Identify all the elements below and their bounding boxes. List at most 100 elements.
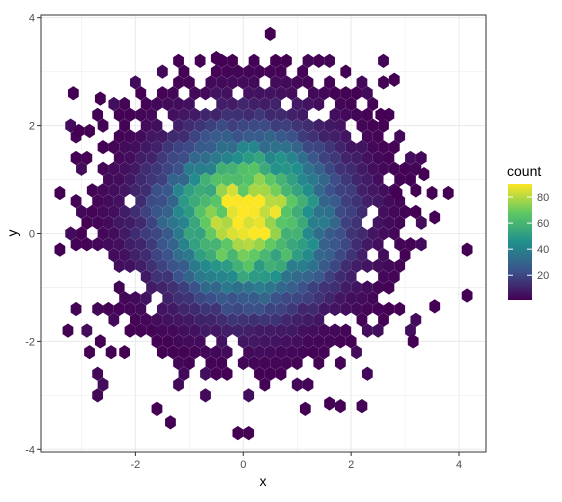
hex-bin	[146, 237, 157, 252]
hex-bin	[313, 204, 325, 220]
hex-bin	[173, 226, 184, 241]
hex-bin	[103, 194, 114, 209]
hex-bin	[302, 312, 314, 327]
hex-bin	[167, 345, 179, 360]
hex-bin	[340, 129, 352, 144]
hex-bin	[221, 64, 233, 79]
hex-bin	[167, 258, 179, 273]
hex-bin	[108, 140, 120, 155]
hex-bin	[291, 312, 303, 327]
y-tick-label: 2	[29, 121, 35, 133]
hex-bin	[151, 334, 163, 349]
hex-bin	[227, 312, 238, 327]
hex-bin	[124, 107, 136, 122]
hex-bin	[146, 280, 157, 295]
hex-bin	[146, 194, 157, 209]
hex-bin	[372, 258, 384, 273]
hex-bin	[297, 172, 308, 187]
legend-title: count	[507, 163, 541, 179]
hex-bin	[156, 215, 168, 230]
hex-bin	[189, 323, 201, 338]
hex-bin-outlier	[429, 210, 441, 225]
hex-bin-outlier	[62, 323, 74, 338]
hex-bin	[297, 64, 308, 79]
hex-bin	[254, 366, 265, 381]
hex-bin	[103, 215, 114, 230]
hex-bin	[194, 118, 206, 133]
hex-bin	[318, 258, 330, 273]
hex-bin	[281, 53, 292, 68]
hex-bin	[173, 355, 184, 371]
hex-bin	[130, 183, 141, 198]
hex-bin	[264, 64, 276, 79]
hex-bin	[232, 172, 244, 187]
hex-bin	[86, 204, 98, 220]
hex-bin	[286, 172, 298, 187]
hex-bin	[140, 291, 152, 306]
hex-bin	[264, 323, 276, 338]
hex-bin	[254, 64, 265, 79]
hex-bin	[324, 291, 335, 306]
hex-bin	[189, 86, 201, 101]
hex-bin	[216, 291, 228, 306]
hex-bin	[119, 247, 130, 263]
hex-bin	[162, 161, 174, 176]
hex-bin	[237, 204, 249, 220]
hex-bin	[183, 355, 195, 371]
hex-bin	[183, 334, 195, 349]
hex-bin	[405, 237, 416, 252]
hex-bin	[308, 237, 319, 252]
hex-bin	[313, 226, 325, 241]
hex-bin	[151, 96, 163, 112]
hex-bin	[388, 269, 400, 284]
hex-bin	[113, 301, 125, 317]
hex-bin	[167, 129, 179, 144]
hex-bin	[183, 140, 195, 155]
hex-bin	[313, 247, 325, 263]
hex-bin	[318, 215, 330, 230]
hex-bin	[194, 334, 206, 349]
hex-bin	[405, 172, 416, 187]
hex-bin	[410, 183, 422, 198]
hex-bin	[308, 215, 319, 230]
hex-bin	[162, 291, 174, 306]
hex-bin	[334, 204, 346, 220]
hex-bin	[124, 129, 136, 144]
hex-bin	[194, 140, 206, 155]
hex-bin	[210, 194, 222, 209]
hex-bin	[243, 64, 255, 79]
hex-bin	[340, 172, 352, 187]
hex-bin	[210, 280, 222, 295]
hex-bin	[275, 280, 287, 295]
hex-bin	[259, 334, 271, 349]
hex-bin-outlier	[429, 299, 441, 314]
hex-bin	[178, 323, 190, 338]
hex-bin	[173, 204, 184, 220]
hex-bin	[318, 150, 330, 166]
x-tick-label: -2	[131, 459, 141, 471]
hex-bin	[237, 269, 249, 284]
hex-bin	[119, 226, 130, 241]
hex-bin	[248, 204, 260, 220]
hex-bin	[372, 301, 384, 317]
hex-bin	[264, 258, 276, 273]
hex-bin-outlier	[84, 123, 95, 139]
hex-bin	[313, 312, 325, 327]
hex-bin	[156, 301, 168, 317]
hex-bin	[205, 291, 217, 306]
hex-bin	[334, 118, 346, 133]
hex-bin	[140, 161, 152, 176]
hex-bin	[270, 53, 282, 68]
hex-bin	[227, 247, 238, 263]
hex-bin	[248, 96, 260, 112]
hex-bin	[281, 269, 292, 284]
hex-bin	[146, 258, 157, 273]
hex-bin	[308, 150, 319, 166]
hex-bin	[162, 204, 174, 220]
hex-bin	[264, 86, 276, 101]
hex-bin	[156, 323, 168, 338]
hex-bin	[243, 129, 255, 144]
hex-bin	[372, 323, 384, 338]
hex-bin	[291, 183, 303, 198]
hex-bin	[264, 172, 276, 187]
